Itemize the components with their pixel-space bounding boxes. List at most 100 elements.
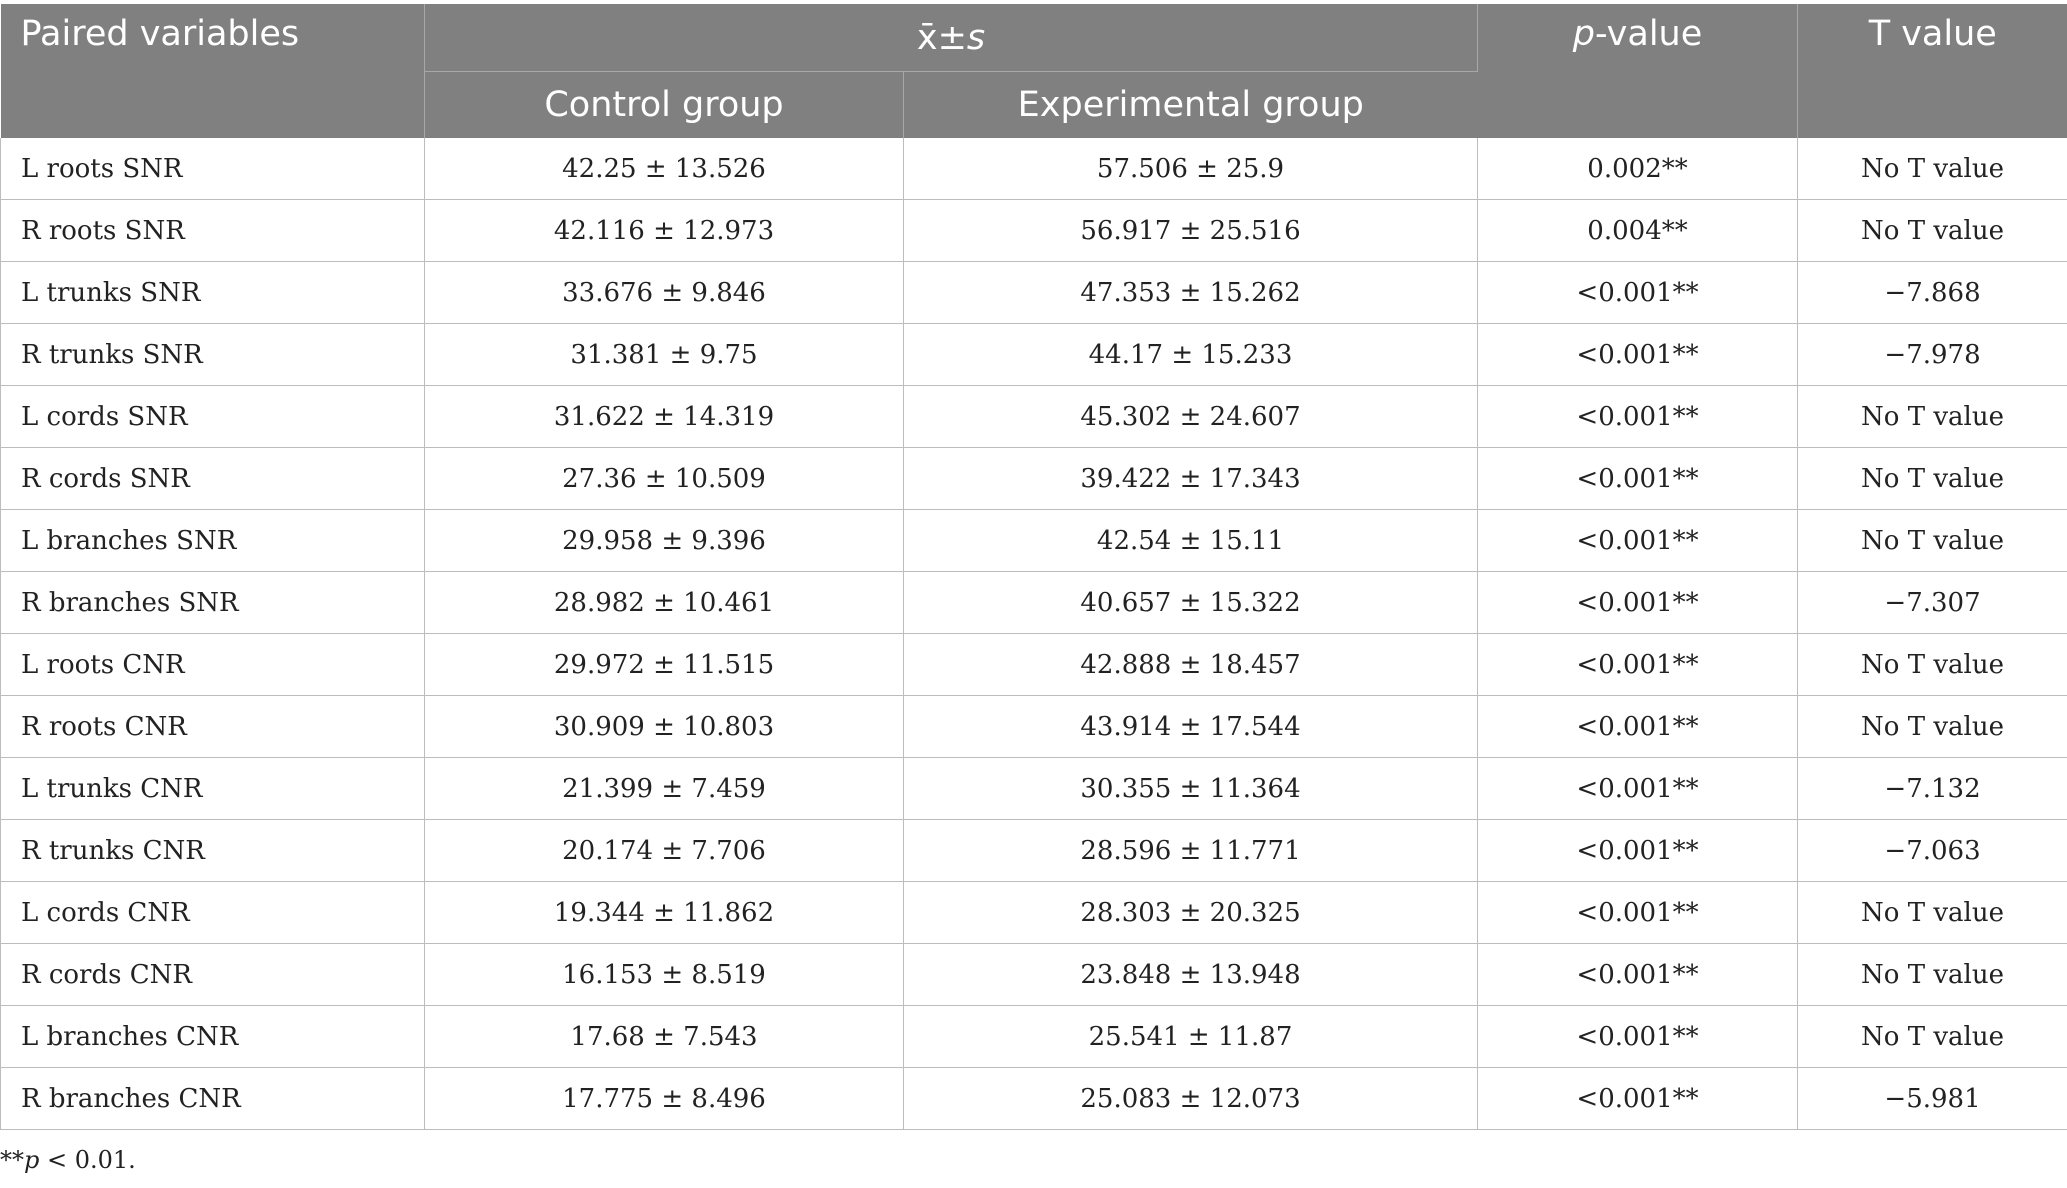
table-row: L branches CNR 17.68 ± 7.543 25.541 ± 11.8… [0, 1005, 2067, 1068]
cell-experimental: 56.917 ± 25.516 [903, 199, 1479, 262]
header-mean-sd: x̄±s [424, 4, 1479, 72]
header-experimental-group: Experimental group [903, 71, 1478, 138]
cell-p-value: <0.001** [1477, 385, 1799, 448]
table-header: Paired variables x̄±s p-value T value Co… [0, 4, 2067, 138]
cell-experimental: 28.303 ± 20.325 [903, 881, 1479, 944]
header-paired-variables: Paired variables [0, 4, 425, 138]
cell-t-value: No T value [1797, 943, 2067, 1006]
cell-control: 42.25 ± 13.526 [424, 138, 904, 200]
table-body: L roots SNR 42.25 ± 13.526 57.506 ± 25.9 0.… [0, 138, 2067, 1130]
cell-variable: R cords SNR [0, 447, 425, 510]
table-row: L branches SNR 29.958 ± 9.396 42.54 ± 15.1… [0, 509, 2067, 572]
cell-experimental: 42.54 ± 15.11 [903, 509, 1479, 572]
cell-variable: L trunks SNR [0, 261, 425, 324]
cell-t-value: −7.132 [1797, 757, 2067, 820]
cell-control: 33.676 ± 9.846 [424, 261, 904, 324]
header-p-value: p-value [1477, 4, 1799, 138]
table-row: R roots SNR 42.116 ± 12.973 56.917 ± 25.51… [0, 199, 2067, 262]
cell-experimental: 30.355 ± 11.364 [903, 757, 1479, 820]
cell-t-value: No T value [1797, 633, 2067, 696]
cell-p-value: <0.001** [1477, 819, 1799, 882]
table-row: R cords SNR 27.36 ± 10.509 39.422 ± 17.343… [0, 447, 2067, 510]
cell-experimental: 40.657 ± 15.322 [903, 571, 1479, 634]
cell-t-value: −5.981 [1797, 1067, 2067, 1130]
cell-control: 42.116 ± 12.973 [424, 199, 904, 262]
cell-control: 29.972 ± 11.515 [424, 633, 904, 696]
table-row: L roots CNR 29.972 ± 11.515 42.888 ± 18.45… [0, 633, 2067, 696]
cell-variable: L branches SNR [0, 509, 425, 572]
cell-t-value: No T value [1797, 881, 2067, 944]
table-row: L cords CNR 19.344 ± 11.862 28.303 ± 20.32… [0, 881, 2067, 944]
cell-control: 29.958 ± 9.396 [424, 509, 904, 572]
cell-p-value: <0.001** [1477, 943, 1799, 1006]
cell-control: 31.381 ± 9.75 [424, 323, 904, 386]
cell-experimental: 57.506 ± 25.9 [903, 138, 1479, 200]
table-row: R cords CNR 16.153 ± 8.519 23.848 ± 13.948… [0, 943, 2067, 1006]
cell-experimental: 25.083 ± 12.073 [903, 1067, 1479, 1130]
table-row: L roots SNR 42.25 ± 13.526 57.506 ± 25.9 0.… [0, 138, 2067, 200]
footnote-rest: < 0.01. [39, 1146, 136, 1174]
cell-experimental: 44.17 ± 15.233 [903, 323, 1479, 386]
table-row: R roots CNR 30.909 ± 10.803 43.914 ± 17.54… [0, 695, 2067, 758]
cell-control: 28.982 ± 10.461 [424, 571, 904, 634]
cell-control: 20.174 ± 7.706 [424, 819, 904, 882]
cell-p-value: <0.001** [1477, 509, 1799, 572]
cell-p-value: 0.004** [1477, 199, 1799, 262]
cell-variable: R roots CNR [0, 695, 425, 758]
cell-p-value: <0.001** [1477, 447, 1799, 510]
cell-p-value: <0.001** [1477, 261, 1799, 324]
header-t-value: T value [1797, 4, 2067, 138]
footnote-p: p [24, 1146, 40, 1174]
cell-t-value: No T value [1797, 385, 2067, 448]
cell-control: 17.68 ± 7.543 [424, 1005, 904, 1068]
cell-t-value: No T value [1797, 199, 2067, 262]
cell-experimental: 39.422 ± 17.343 [903, 447, 1479, 510]
header-p-italic: p [1572, 14, 1595, 54]
header-p-suffix: -value [1594, 14, 1703, 54]
cell-p-value: <0.001** [1477, 1005, 1799, 1068]
cell-p-value: <0.001** [1477, 757, 1799, 820]
cell-p-value: <0.001** [1477, 323, 1799, 386]
cell-experimental: 43.914 ± 17.544 [903, 695, 1479, 758]
cell-variable: L cords SNR [0, 385, 425, 448]
cell-control: 30.909 ± 10.803 [424, 695, 904, 758]
cell-t-value: No T value [1797, 695, 2067, 758]
table-footnote: **p < 0.01. [0, 1146, 136, 1174]
cell-t-value: No T value [1797, 509, 2067, 572]
footnote-stars: ** [0, 1146, 24, 1174]
table-row: L cords SNR 31.622 ± 14.319 45.302 ± 24.60… [0, 385, 2067, 448]
table-row: R trunks SNR 31.381 ± 9.75 44.17 ± 15.233 <… [0, 323, 2067, 386]
table-row: R branches CNR 17.775 ± 8.496 25.083 ± 12.… [0, 1067, 2067, 1130]
paired-variables-table: Paired variables x̄±s p-value T value Co… [0, 4, 2067, 1130]
cell-t-value: No T value [1797, 447, 2067, 510]
table-row: R trunks CNR 20.174 ± 7.706 28.596 ± 11.77… [0, 819, 2067, 882]
header-mean-sd-label: x̄± [916, 17, 967, 58]
results-table-container: Paired variables x̄±s p-value T value Co… [0, 4, 2067, 1130]
cell-t-value: No T value [1797, 138, 2067, 200]
cell-variable: R branches SNR [0, 571, 425, 634]
cell-control: 19.344 ± 11.862 [424, 881, 904, 944]
cell-experimental: 42.888 ± 18.457 [903, 633, 1479, 696]
cell-variable: R cords CNR [0, 943, 425, 1006]
header-control-group: Control group [424, 71, 904, 138]
cell-control: 16.153 ± 8.519 [424, 943, 904, 1006]
cell-variable: R trunks CNR [0, 819, 425, 882]
cell-variable: R roots SNR [0, 199, 425, 262]
cell-p-value: <0.001** [1477, 1067, 1799, 1130]
cell-variable: L trunks CNR [0, 757, 425, 820]
table-row: R branches SNR 28.982 ± 10.461 40.657 ± 15… [0, 571, 2067, 634]
table-row: L trunks SNR 33.676 ± 9.846 47.353 ± 15.26… [0, 261, 2067, 324]
cell-variable: R branches CNR [0, 1067, 425, 1130]
table-row: L trunks CNR 21.399 ± 7.459 30.355 ± 11.36… [0, 757, 2067, 820]
cell-experimental: 45.302 ± 24.607 [903, 385, 1479, 448]
cell-variable: L branches CNR [0, 1005, 425, 1068]
cell-p-value: <0.001** [1477, 695, 1799, 758]
cell-t-value: −7.307 [1797, 571, 2067, 634]
cell-variable: L cords CNR [0, 881, 425, 944]
cell-p-value: <0.001** [1477, 881, 1799, 944]
cell-p-value: <0.001** [1477, 571, 1799, 634]
cell-p-value: 0.002** [1477, 138, 1799, 200]
cell-t-value: −7.978 [1797, 323, 2067, 386]
cell-experimental: 23.848 ± 13.948 [903, 943, 1479, 1006]
cell-experimental: 25.541 ± 11.87 [903, 1005, 1479, 1068]
